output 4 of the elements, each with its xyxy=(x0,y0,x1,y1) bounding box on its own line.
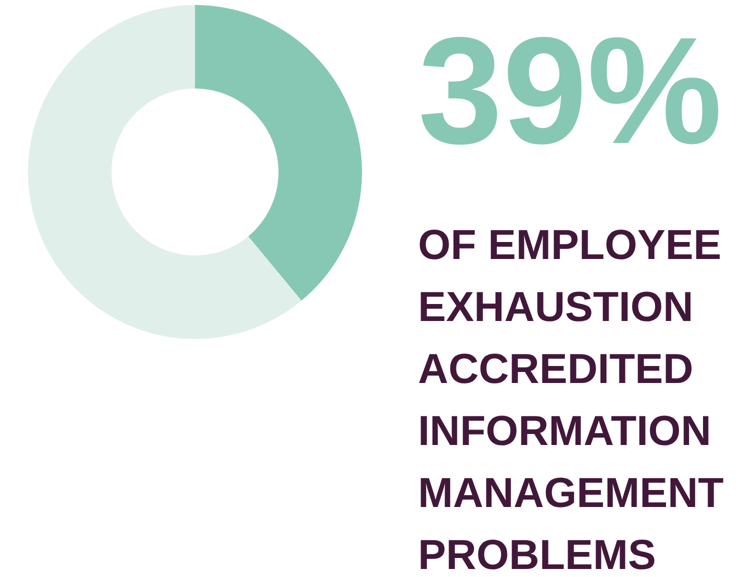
donut-slice xyxy=(28,5,302,339)
donut-slice xyxy=(195,5,362,301)
text: OF EMPLOYEE EXHAUSTION ACCREDITED INFORMATION MANAGEMENT PROBLEMS xyxy=(418,220,725,577)
chart-title: 39% xyxy=(418,6,722,176)
